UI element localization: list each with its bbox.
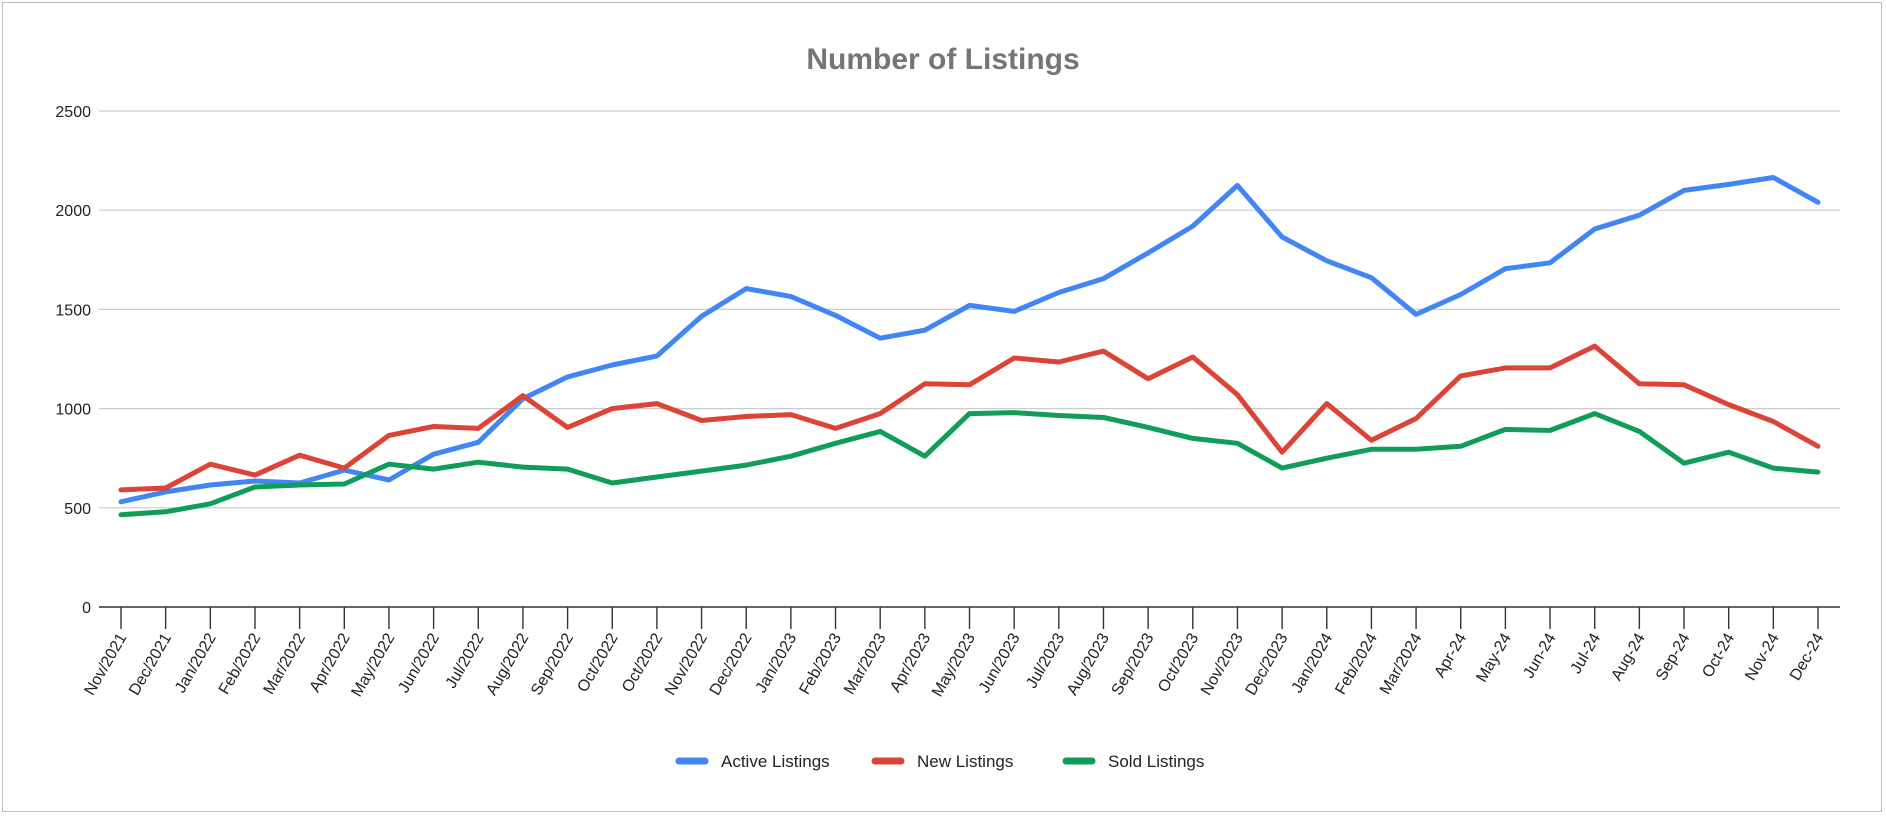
gridlines: [99, 110, 1840, 608]
y-axis-ticks: 0 500 1000 1500 2000 2500: [55, 104, 91, 617]
x-tick-label: Jul-24: [1568, 630, 1605, 676]
y-tick-label: 2000: [55, 203, 91, 220]
x-tick-label: Dec/2023: [1243, 630, 1292, 698]
legend-label-sold-listings: Sold Listings: [1108, 752, 1204, 771]
x-tick-label: Feb/2024: [1332, 630, 1381, 697]
x-tick-label: May-24: [1473, 630, 1514, 685]
x-tick-label: Mar/2022: [261, 630, 310, 697]
y-tick-label: 1500: [55, 302, 91, 319]
x-tick-label: May/2023: [929, 630, 979, 699]
x-tick-label: Apr/2023: [887, 630, 934, 695]
x-tick-label: Mar/2023: [841, 630, 890, 697]
x-tick-label: Nov/2021: [81, 630, 130, 698]
x-tick-label: Jan/2024: [1289, 630, 1337, 696]
x-tick-label: Dec/2021: [126, 630, 175, 698]
x-tick-label: Dec-24: [1787, 630, 1828, 683]
x-tick-label: Oct/2022: [575, 630, 622, 695]
x-tick-label: Sep-24: [1653, 630, 1694, 683]
x-tick-label: Feb/2023: [796, 630, 845, 697]
x-tick-label: Nov/2022: [662, 630, 711, 698]
x-tick-label: Feb/2022: [216, 630, 265, 697]
x-tick-label: Aug/2023: [1064, 630, 1113, 698]
x-tick-label: Jun/2022: [395, 630, 443, 696]
series-line-active-listings: [118, 175, 1821, 505]
x-tick-label: Jun/2023: [976, 630, 1024, 696]
y-tick-label: 0: [82, 600, 91, 617]
series-line-new-listings: [118, 343, 1821, 493]
legend: Active Listings New Listings Sold Listings: [675, 752, 1204, 771]
series-lines: [118, 175, 1821, 518]
x-tick-label: Oct/2022: [619, 630, 666, 695]
x-tick-label: Sep/2023: [1109, 630, 1158, 698]
x-tick-label: Jan/2023: [753, 630, 801, 696]
y-tick-label: 1000: [55, 402, 91, 419]
series-line-sold-listings: [118, 410, 1821, 518]
x-tick-label: Aug/2022: [483, 630, 532, 698]
legend-label-new-listings: New Listings: [917, 752, 1013, 771]
x-tick-label: Mar/2024: [1377, 630, 1426, 697]
x-tick-label: Apr/2022: [307, 630, 354, 695]
x-tick-label: Sep/2022: [528, 630, 577, 698]
x-tick-label: May/2022: [349, 630, 399, 699]
x-tick-label: Nov-24: [1742, 630, 1783, 683]
y-tick-label: 500: [64, 501, 91, 518]
x-tick-label: Oct-24: [1699, 630, 1738, 680]
x-tick-label: Apr-24: [1431, 630, 1470, 680]
x-tick-label: Jan/2022: [172, 630, 220, 696]
x-tick-label: Oct/2023: [1155, 630, 1202, 695]
x-tick-label: Nov/2023: [1198, 630, 1247, 698]
chart-title: Number of Listings: [806, 43, 1079, 76]
legend-label-active-listings: Active Listings: [721, 752, 830, 771]
x-tick-label: Jun-24: [1520, 630, 1559, 681]
x-axis-ticks: Nov/2021Dec/2021Jan/2022Feb/2022Mar/2022…: [81, 607, 1828, 700]
x-tick-label: Dec/2022: [707, 630, 756, 698]
x-tick-label: Jul/2022: [443, 630, 488, 691]
x-tick-label: Jul/2023: [1023, 630, 1068, 691]
y-tick-label: 2500: [55, 104, 91, 121]
line-chart: Number of Listings 05001000150020002500 …: [55, 43, 1840, 771]
x-tick-label: Aug-24: [1608, 630, 1649, 683]
